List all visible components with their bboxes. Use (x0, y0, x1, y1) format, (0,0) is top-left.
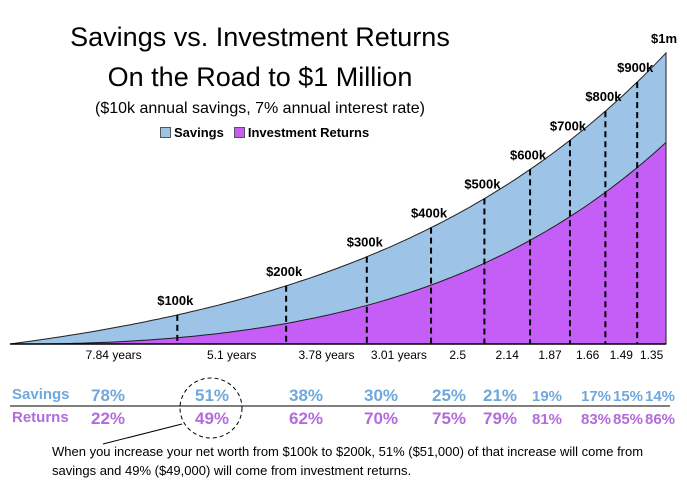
savings-pct: 30% (364, 386, 398, 405)
returns-row-label: Returns (12, 409, 69, 426)
interval-label: 5.1 years (207, 348, 256, 362)
legend-swatch-returns (233, 127, 245, 138)
interval-labels: 7.84 years 5.1 years 3.78 years 3.01 years 2… (86, 348, 664, 362)
interval-label: 3.78 years (298, 348, 354, 362)
legend-label-returns: Investment Returns (247, 125, 370, 140)
savings-pct: 78% (91, 386, 125, 405)
interval-label: 7.84 years (86, 348, 142, 362)
percentage-rows: Savings Returns 78% 51% 38% 30% 25% 21% 19% 17% 15… (10, 386, 675, 428)
savings-pct: 19% (532, 388, 562, 405)
milestone-label: $300k (347, 235, 384, 250)
interval-label: 1.87 (538, 348, 562, 362)
interval-label: 2.14 (496, 348, 520, 362)
savings-row-label: Savings (12, 386, 70, 403)
returns-pct: 85% (613, 411, 643, 428)
milestone-label: $800k (585, 89, 622, 104)
savings-pct: 17% (581, 388, 611, 405)
milestone-label: $100k (157, 293, 194, 308)
returns-pct: 70% (364, 409, 398, 428)
interval-label: 1.66 (576, 348, 600, 362)
area-returns (10, 141, 667, 345)
milestone-label: $1m (651, 31, 677, 46)
returns-pct: 81% (532, 411, 562, 428)
highlight-circle (179, 377, 243, 439)
savings-pct: 14% (645, 388, 675, 405)
legend-swatch-savings (160, 127, 171, 138)
returns-pct: 86% (645, 411, 675, 428)
legend-item-savings: Savings (160, 125, 224, 140)
returns-pct: 75% (432, 409, 466, 428)
milestone-label: $700k (550, 118, 587, 133)
savings-pct: 38% (289, 386, 323, 405)
savings-pct: 21% (483, 386, 517, 405)
savings-pct: 25% (432, 386, 466, 405)
returns-pct: 49% (195, 409, 229, 428)
returns-pct: 22% (91, 409, 125, 428)
milestone-label: $900k (617, 60, 654, 75)
savings-pct: 51% (195, 386, 229, 405)
legend-item-returns: Investment Returns (233, 125, 370, 140)
chart-areas (9, 51, 667, 345)
savings-pct: 15% (613, 388, 643, 405)
milestone-dividers (176, 82, 639, 344)
chart-subtitle: On the Road to $1 Million (107, 62, 413, 92)
returns-pct: 62% (289, 409, 323, 428)
returns-pct: 79% (483, 409, 517, 428)
milestone-label: $400k (411, 206, 448, 221)
milestone-label: $200k (266, 264, 303, 279)
interval-label: 1.49 (610, 348, 634, 362)
returns-pct: 83% (581, 411, 611, 428)
interval-label: 2.5 (449, 348, 466, 362)
legend: Savings Investment Returns (160, 125, 369, 140)
chart-title: Savings vs. Investment Returns (70, 22, 450, 52)
interval-label: 3.01 years (371, 348, 427, 362)
interval-label: 1.35 (640, 348, 664, 362)
milestone-label: $600k (510, 147, 547, 162)
footnote: When you increase your net worth from $1… (52, 444, 644, 478)
milestone-labels: $100k $200k $300k $400k $500k $600k$700k $800k… (157, 31, 677, 308)
chart-note: ($10k annual savings, 7% annual interest… (95, 100, 425, 117)
callout-line (102, 423, 183, 445)
milestone-label: $500k (464, 177, 501, 192)
legend-label-savings: Savings (174, 125, 224, 140)
